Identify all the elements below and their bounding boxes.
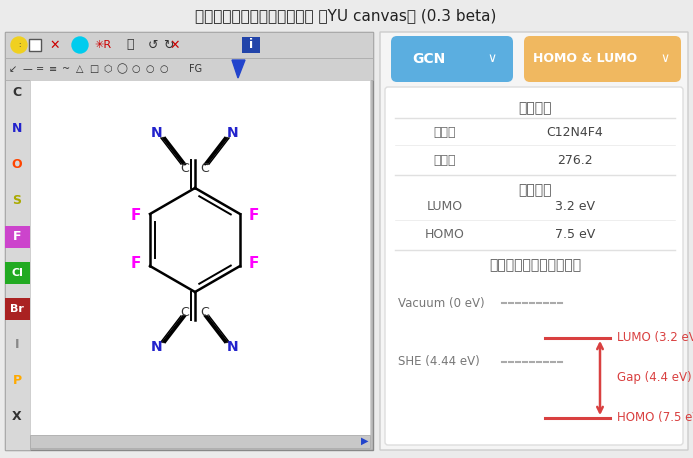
Text: GCN: GCN <box>412 52 446 66</box>
Text: —: — <box>22 64 32 74</box>
Text: C: C <box>12 87 21 99</box>
Text: C12N4F4: C12N4F4 <box>547 126 604 140</box>
Text: P: P <box>12 375 21 387</box>
Text: ⟋: ⟋ <box>126 38 134 51</box>
Text: i: i <box>249 38 253 51</box>
Text: F: F <box>12 230 21 244</box>
Text: X: X <box>12 410 21 424</box>
Text: LUMO (3.2 eV): LUMO (3.2 eV) <box>617 332 693 344</box>
Text: ↺: ↺ <box>148 38 158 51</box>
Text: HOMO (7.5 eV): HOMO (7.5 eV) <box>617 411 693 425</box>
Text: 基本情報: 基本情報 <box>518 101 552 115</box>
Text: Vacuum (0 eV): Vacuum (0 eV) <box>398 296 484 310</box>
FancyBboxPatch shape <box>5 32 373 58</box>
Text: ○: ○ <box>146 64 155 74</box>
FancyBboxPatch shape <box>5 226 30 248</box>
FancyBboxPatch shape <box>5 58 373 80</box>
Polygon shape <box>232 60 245 78</box>
Text: HOMO & LUMO: HOMO & LUMO <box>533 53 637 65</box>
FancyBboxPatch shape <box>5 80 30 450</box>
FancyBboxPatch shape <box>385 87 683 445</box>
Text: Gap (4.4 eV): Gap (4.4 eV) <box>617 371 692 385</box>
Text: ○: ○ <box>132 64 140 74</box>
Text: C: C <box>181 162 189 174</box>
Text: ✳R: ✳R <box>94 40 112 50</box>
Circle shape <box>11 37 27 53</box>
FancyBboxPatch shape <box>380 32 688 450</box>
FancyBboxPatch shape <box>5 298 30 320</box>
Text: N: N <box>227 340 239 354</box>
FancyBboxPatch shape <box>30 435 370 448</box>
Text: 予測特性: 予測特性 <box>518 183 552 197</box>
Text: C: C <box>181 305 189 318</box>
Text: ∨: ∨ <box>660 53 669 65</box>
Text: LUMO: LUMO <box>427 201 463 213</box>
FancyBboxPatch shape <box>5 262 30 284</box>
Text: N: N <box>151 340 163 354</box>
FancyBboxPatch shape <box>30 80 370 435</box>
Text: :: : <box>18 42 20 48</box>
Circle shape <box>72 37 88 53</box>
Text: ⬡: ⬡ <box>104 64 112 74</box>
Text: 分子量: 分子量 <box>434 153 456 167</box>
Text: I: I <box>15 338 19 351</box>
Text: F: F <box>249 208 259 224</box>
Text: Br: Br <box>10 304 24 314</box>
Text: SHE (4.44 eV): SHE (4.44 eV) <box>398 355 480 369</box>
Text: F: F <box>249 256 259 272</box>
Text: N: N <box>12 122 22 136</box>
Text: ✕: ✕ <box>50 38 60 51</box>
Text: エネルギーダイアグラム: エネルギーダイアグラム <box>489 258 581 272</box>
Text: C: C <box>201 305 209 318</box>
Text: N: N <box>227 126 239 140</box>
Text: ◯: ◯ <box>116 64 128 74</box>
FancyBboxPatch shape <box>391 36 513 82</box>
FancyBboxPatch shape <box>5 32 373 450</box>
Text: ↻: ↻ <box>163 38 173 51</box>
Text: C: C <box>201 162 209 174</box>
Text: F: F <box>131 208 141 224</box>
Text: ↙: ↙ <box>9 64 17 74</box>
Text: ≡: ≡ <box>49 64 57 74</box>
Text: 276.2: 276.2 <box>557 153 593 167</box>
Text: △: △ <box>76 64 84 74</box>
Text: =: = <box>36 64 44 74</box>
FancyBboxPatch shape <box>524 36 681 82</box>
Text: ✕: ✕ <box>170 38 180 51</box>
Text: ∨: ∨ <box>487 53 497 65</box>
Text: ○: ○ <box>160 64 168 74</box>
Text: HOMO: HOMO <box>425 229 465 241</box>
Text: S: S <box>12 195 21 207</box>
Text: Cl: Cl <box>11 268 23 278</box>
Text: 化学式: 化学式 <box>434 126 456 140</box>
FancyBboxPatch shape <box>242 37 260 53</box>
Text: 描いて学べる分子設計ツール 「YU canvas」 (0.3 beta): 描いて学べる分子設計ツール 「YU canvas」 (0.3 beta) <box>195 9 497 23</box>
FancyBboxPatch shape <box>29 39 41 51</box>
Text: □: □ <box>89 64 98 74</box>
Text: 7.5 eV: 7.5 eV <box>555 229 595 241</box>
Text: F: F <box>131 256 141 272</box>
Text: ~: ~ <box>62 64 70 74</box>
Text: 3.2 eV: 3.2 eV <box>555 201 595 213</box>
Text: O: O <box>12 158 22 171</box>
Text: N: N <box>151 126 163 140</box>
Text: ▶: ▶ <box>361 436 369 446</box>
Text: FG: FG <box>189 64 202 74</box>
